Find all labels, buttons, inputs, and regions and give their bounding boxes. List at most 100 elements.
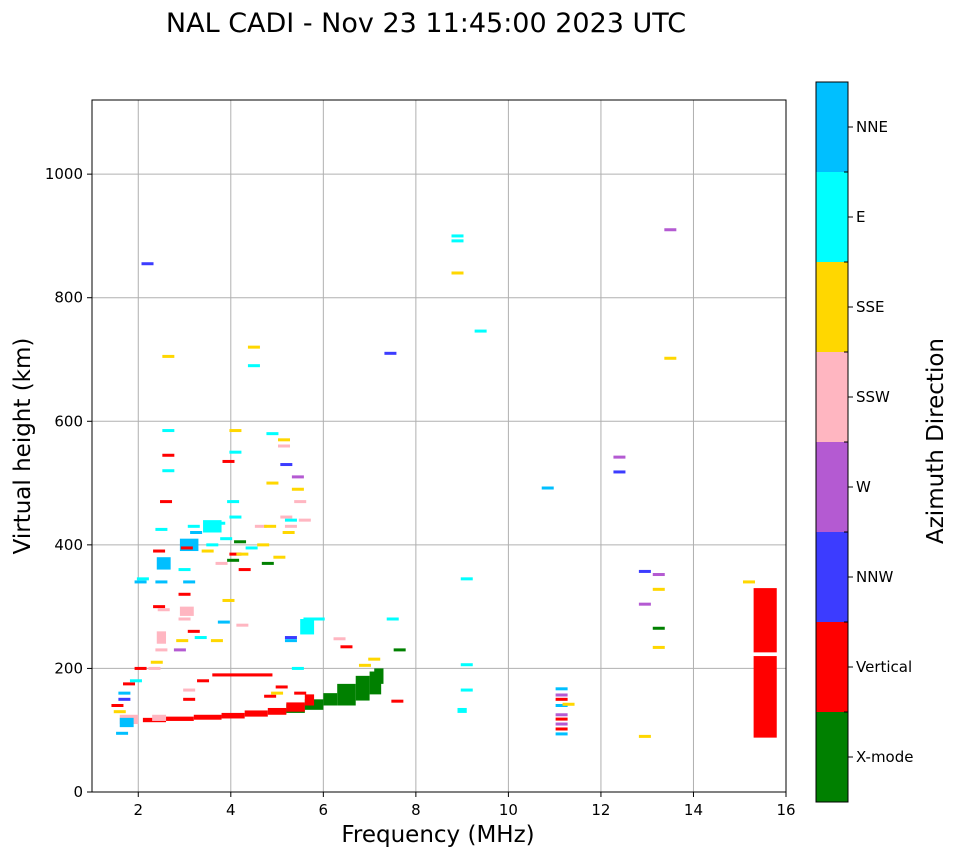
echo-segment-vertical	[304, 694, 315, 706]
colorbar-tick-label: SSW	[856, 388, 890, 406]
echo-point-vertical	[229, 552, 242, 556]
echo-point-ssw	[284, 524, 297, 528]
echo-point-w	[664, 228, 677, 232]
echo-point-vertical	[555, 697, 568, 701]
echo-point-sse	[652, 645, 665, 649]
echo-point-ssw	[254, 524, 267, 528]
echo-segment-vertical	[212, 673, 273, 677]
echo-point-ssw	[298, 518, 311, 522]
colorbar-tick-label: Vertical	[856, 658, 912, 676]
echo-point-x-mode	[652, 626, 665, 630]
echo-point-e	[245, 546, 258, 550]
x-axis-ticks: 2 4 6 8 10 12 14 16	[133, 792, 796, 819]
echo-point-e	[136, 577, 149, 581]
echo-point-sse	[742, 580, 755, 584]
echo-point-nnw	[280, 463, 293, 467]
echo-point-sse	[273, 555, 286, 559]
echo-point-w	[555, 722, 568, 726]
echo-point-sse	[162, 354, 175, 358]
echo-segment-vertical	[244, 710, 268, 717]
echo-point-vertical	[294, 691, 307, 695]
echo-point-vertical	[391, 699, 404, 703]
echo-segment-e	[457, 707, 467, 713]
echo-segment-e	[300, 619, 315, 635]
echo-point-e	[266, 432, 279, 436]
colorbar-swatch	[816, 712, 848, 802]
plot-frame	[91, 99, 787, 793]
echo-point-nne	[555, 732, 568, 736]
echo-point-ssw	[178, 617, 191, 621]
echo-segment-vertical	[753, 588, 777, 653]
x-axis-label: Frequency (MHz)	[341, 822, 534, 848]
plot-area: 2 4 6 8 10 12 14 16 0 200 400 600 800 1000	[45, 99, 796, 819]
echo-point-nne	[134, 580, 147, 584]
echo-point-e	[220, 537, 233, 541]
echo-segment-vertical	[193, 714, 222, 720]
echo-point-e	[178, 568, 191, 572]
x-tick-label: 4	[226, 801, 236, 819]
colorbar-tick-label: E	[856, 208, 865, 226]
echo-point-vertical	[238, 568, 251, 572]
echo-point-nne	[155, 580, 168, 584]
echo-point-sse	[236, 552, 249, 556]
echo-point-ssw	[183, 688, 196, 692]
echo-point-nnw	[613, 470, 626, 474]
echo-point-nne	[190, 531, 203, 534]
echo-point-sse	[358, 663, 371, 667]
colorbar-tick-label: NNE	[856, 118, 888, 136]
echo-point-e	[460, 577, 473, 581]
echo-segment-vertical	[267, 707, 287, 715]
chart-title: NAL CADI - Nov 23 11:45:00 2023 UTC	[166, 8, 686, 39]
echo-point-vertical	[134, 666, 147, 670]
colorbar-swatch	[816, 352, 848, 442]
echo-point-x-mode	[393, 648, 406, 652]
echo-point-vertical	[340, 645, 353, 649]
echo-point-nnw	[638, 569, 651, 573]
echo-point-e	[155, 527, 168, 531]
echo-point-sse	[201, 549, 214, 553]
y-axis-ticks: 0 200 400 600 800 1000	[45, 165, 92, 801]
echo-point-vertical	[183, 697, 196, 701]
echo-point-vertical	[197, 679, 210, 683]
colorbar-tick-label: X-mode	[856, 748, 913, 766]
echo-point-vertical	[275, 685, 288, 689]
echo-segment-vertical	[221, 712, 245, 719]
echo-point-sse	[176, 639, 189, 643]
echo-segment-vertical	[286, 702, 305, 712]
y-tick-label: 1000	[45, 165, 83, 183]
echo-segment-ssw	[152, 714, 167, 721]
echo-point-sse	[638, 734, 651, 738]
echo-point-e	[187, 524, 200, 528]
echo-point-sse	[451, 271, 464, 275]
echo-segment-nne	[119, 717, 134, 728]
echo-point-e	[227, 500, 240, 504]
echo-point-nne	[217, 620, 230, 624]
echo-point-sse	[113, 710, 126, 714]
echo-point-x-mode	[227, 558, 240, 562]
colorbar-tick-label: SSE	[856, 298, 885, 316]
echo-point-e	[386, 617, 399, 621]
echo-point-w	[638, 602, 651, 606]
colorbar-swatch	[816, 442, 848, 532]
echo-point-sse	[229, 429, 242, 433]
echo-point-sse	[222, 598, 235, 602]
echo-point-e	[229, 515, 242, 519]
colorbar-swatch	[816, 172, 848, 262]
colorbar-swatch	[816, 622, 848, 712]
echo-point-nnw	[141, 262, 154, 266]
colorbar-frame	[815, 81, 849, 803]
x-tick-label: 16	[776, 801, 795, 819]
echo-point-vertical	[178, 592, 191, 596]
echo-point-e	[451, 239, 464, 243]
colorbar-swatch	[816, 532, 848, 622]
echo-point-vertical	[180, 546, 193, 550]
echo-point-e	[129, 679, 142, 683]
echo-point-ssw	[236, 623, 249, 627]
echo-point-e	[474, 329, 487, 333]
echo-point-x-mode	[234, 540, 247, 544]
echo-point-e	[460, 688, 473, 692]
x-tick-label: 2	[133, 801, 143, 819]
echo-point-e	[162, 429, 175, 433]
echo-point-sse	[257, 543, 270, 547]
